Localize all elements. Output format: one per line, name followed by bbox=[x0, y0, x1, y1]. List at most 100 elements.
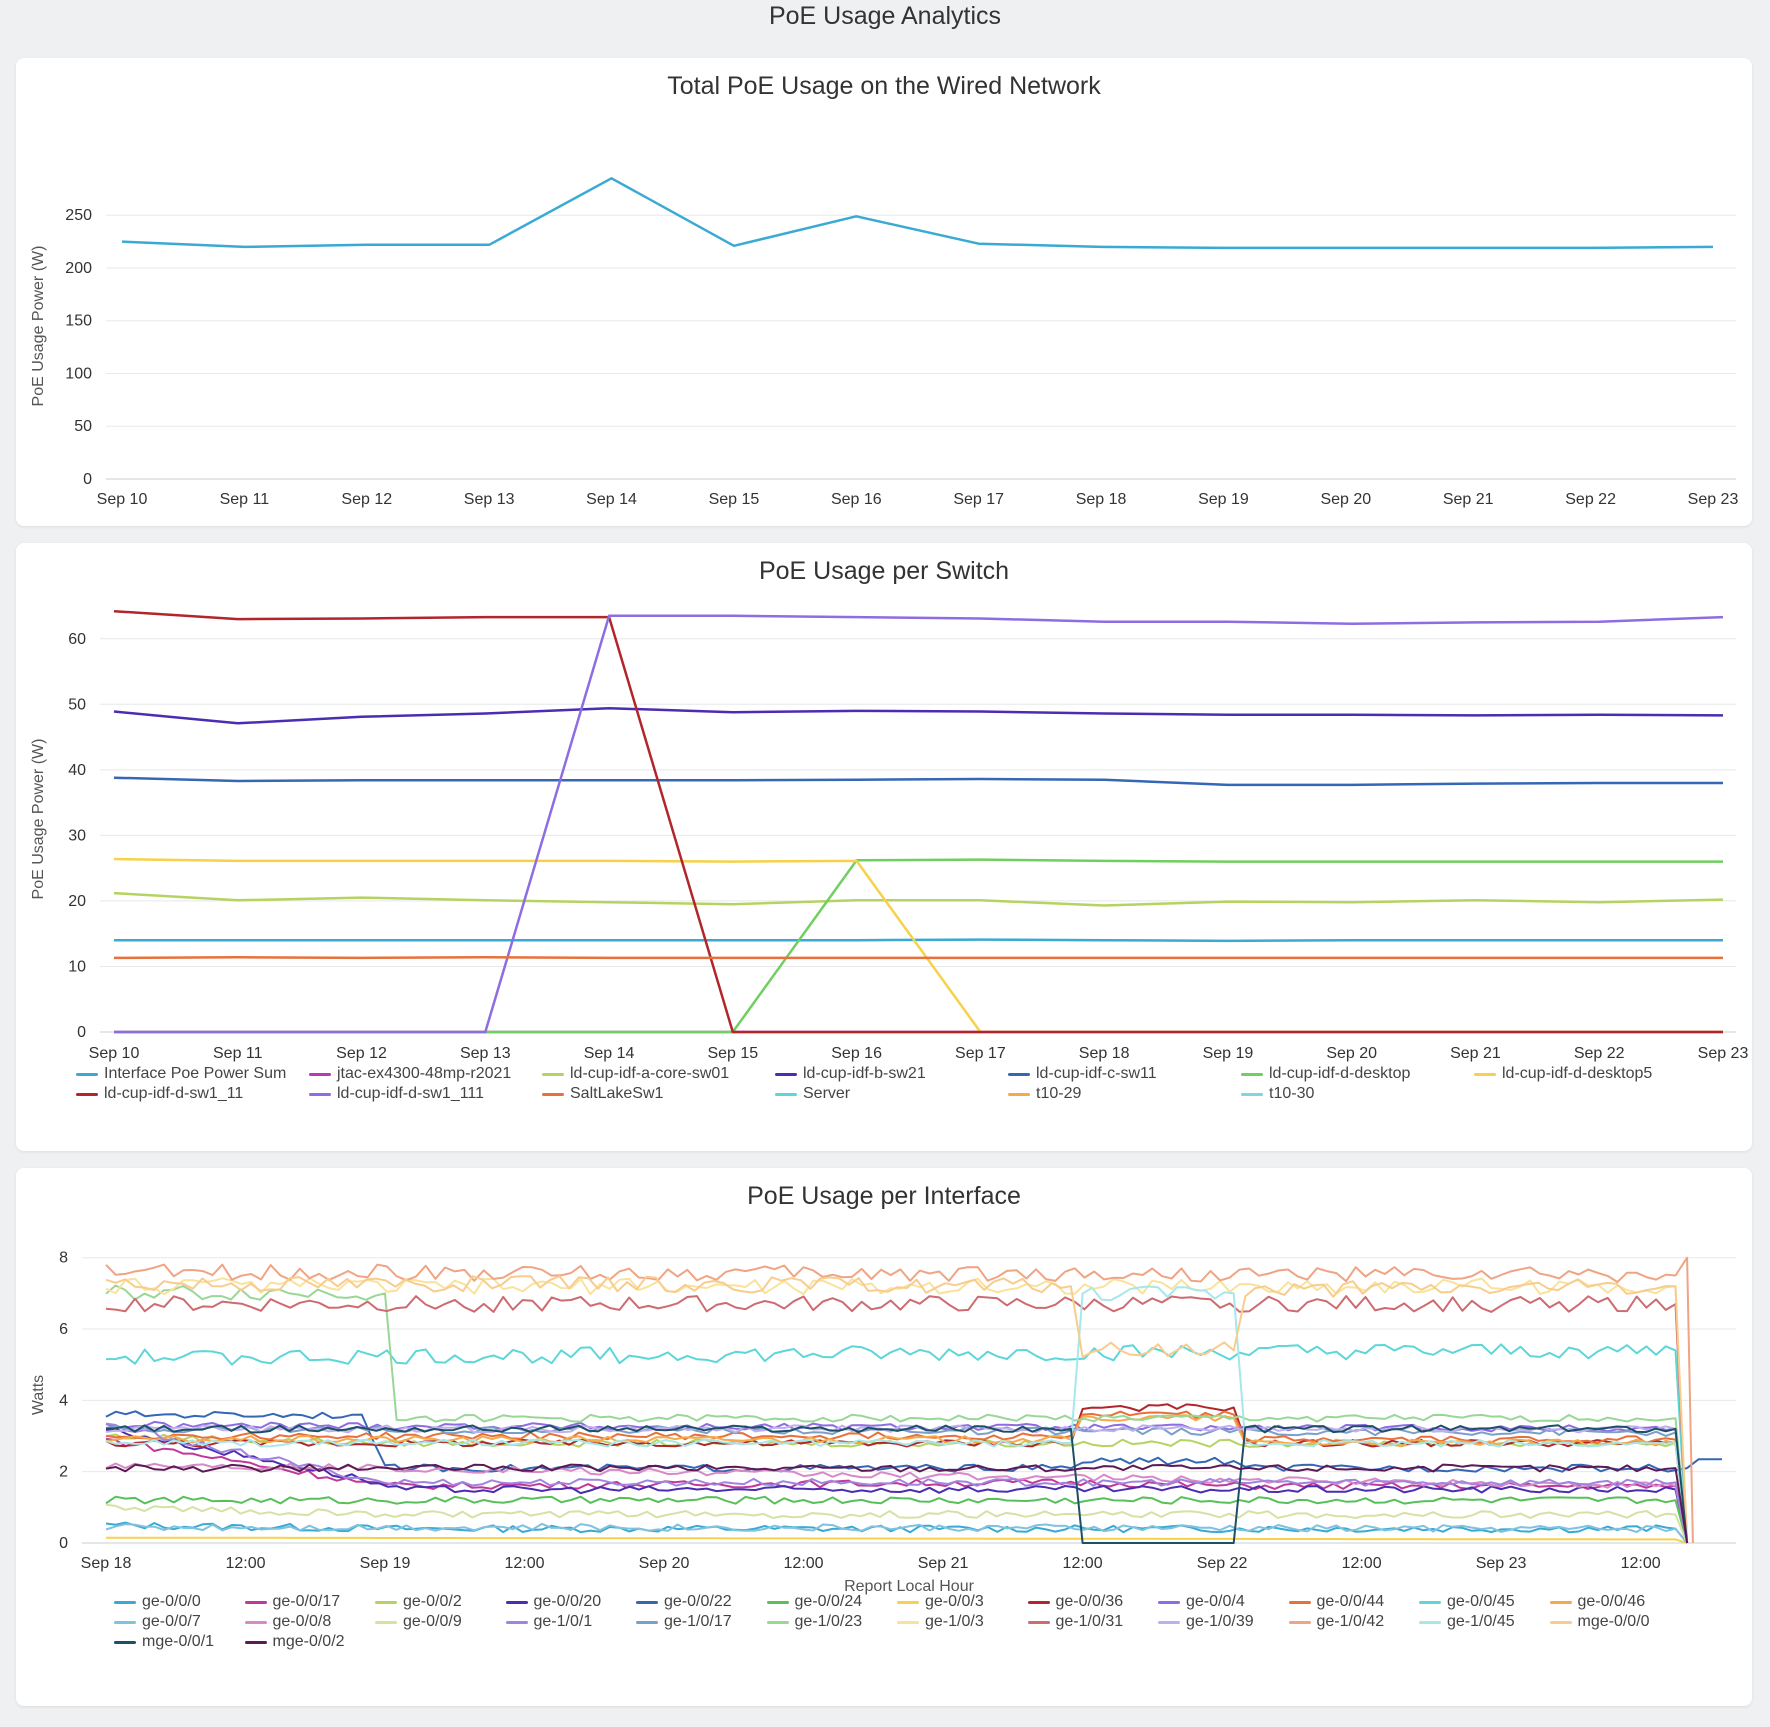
x-tick-label: Sep 23 bbox=[1688, 491, 1739, 508]
legend-label: ge-1/0/3 bbox=[925, 1613, 984, 1630]
legend-item[interactable]: ge-1/0/23 bbox=[766, 1612, 862, 1632]
legend-swatch bbox=[636, 1620, 658, 1624]
legend-swatch bbox=[1419, 1620, 1441, 1624]
y-tick-label: 250 bbox=[65, 207, 92, 224]
legend-item[interactable]: ge-1/0/1 bbox=[505, 1612, 593, 1632]
series-line-ge-0-0-22 bbox=[105, 1410, 1722, 1473]
x-tick-label: Sep 23 bbox=[1476, 1555, 1527, 1572]
series-line-ge-1-0-31 bbox=[105, 1295, 1689, 1544]
series-line-ge-0-0-20 bbox=[105, 1427, 1689, 1544]
switch-poe-title: PoE Usage per Switch bbox=[758, 557, 1010, 585]
x-tick-label: Sep 15 bbox=[707, 1045, 758, 1062]
legend-swatch bbox=[775, 1072, 797, 1076]
legend-item[interactable]: ge-1/0/17 bbox=[636, 1612, 732, 1632]
y-tick-label: 8 bbox=[59, 1250, 68, 1267]
x-tick-label: 12:00 bbox=[784, 1555, 824, 1572]
x-tick-label: Sep 13 bbox=[460, 1045, 511, 1062]
x-tick-label: Sep 19 bbox=[1203, 1045, 1254, 1062]
legend-item[interactable]: t10-30 bbox=[1241, 1084, 1314, 1104]
legend-item[interactable]: ge-1/0/42 bbox=[1288, 1612, 1385, 1632]
series-line-ge-1-0-23 bbox=[105, 1284, 1689, 1544]
x-tick-label: Sep 20 bbox=[1320, 491, 1371, 508]
legend-item[interactable]: ge-1/0/31 bbox=[1027, 1612, 1123, 1632]
series-line-mge-0-0-1 bbox=[105, 1424, 1689, 1544]
legend-item[interactable]: ge-0/0/44 bbox=[1288, 1592, 1384, 1612]
legend-label: ge-1/0/42 bbox=[1316, 1613, 1385, 1630]
legend-swatch bbox=[1549, 1600, 1572, 1604]
legend-label: ge-0/0/8 bbox=[272, 1613, 332, 1630]
x-tick-label: Sep 18 bbox=[81, 1555, 132, 1572]
legend-label: ge-0/0/9 bbox=[403, 1613, 462, 1630]
legend-item[interactable]: ge-0/0/0 bbox=[114, 1592, 201, 1612]
series-line-ge-0-0-8 bbox=[105, 1462, 1689, 1544]
legend-item[interactable]: ge-1/0/45 bbox=[1419, 1612, 1515, 1632]
legend-swatch bbox=[244, 1640, 267, 1644]
series-line-ld-cup-idf-a-core-sw01 bbox=[113, 891, 1724, 907]
legend-item[interactable]: ge-1/0/39 bbox=[1158, 1612, 1254, 1632]
legend-swatch bbox=[1008, 1072, 1030, 1076]
legend-item[interactable]: ld-cup-idf-d-sw1_11 bbox=[76, 1084, 243, 1104]
legend-item[interactable]: ge-0/0/9 bbox=[375, 1612, 462, 1632]
x-tick-label: Sep 21 bbox=[1450, 1045, 1501, 1062]
interface-poe-panel: PoE Usage per Interface 0 2 4 6 8 Watts Report… bbox=[16, 1168, 1752, 1706]
legend-item[interactable]: ge-0/0/45 bbox=[1419, 1592, 1515, 1612]
y-axis-label: Watts bbox=[30, 1375, 47, 1415]
legend-item[interactable]: ld-cup-idf-a-core-sw01 bbox=[542, 1064, 729, 1084]
legend-item[interactable]: ld-cup-idf-d-desktop bbox=[1241, 1064, 1410, 1084]
legend-label: mge-0/0/0 bbox=[1577, 1613, 1650, 1630]
legend-item[interactable]: ge-0/0/8 bbox=[244, 1612, 332, 1632]
legend-item[interactable]: ge-0/0/36 bbox=[1027, 1592, 1123, 1612]
x-tick-label: Sep 14 bbox=[586, 491, 637, 508]
legend-label: mge-0/0/2 bbox=[272, 1633, 345, 1650]
legend-item[interactable]: ge-0/0/24 bbox=[766, 1592, 862, 1612]
legend-item[interactable]: SaltLakeSw1 bbox=[542, 1084, 663, 1104]
legend-swatch bbox=[1549, 1620, 1572, 1624]
legend-item[interactable]: ld-cup-idf-d-desktop5 bbox=[1474, 1064, 1652, 1084]
legend-item[interactable]: ge-0/0/3 bbox=[897, 1592, 984, 1612]
legend-label: ld-cup-idf-d-desktop bbox=[1269, 1065, 1411, 1082]
legend-label: t10-30 bbox=[1269, 1085, 1315, 1102]
x-tick-label: Sep 15 bbox=[709, 491, 760, 508]
series-line-ld-cup-idf-d-desktop5 bbox=[113, 857, 1723, 1034]
legend-item[interactable]: mge-0/0/0 bbox=[1549, 1612, 1650, 1632]
y-tick-label: 50 bbox=[74, 418, 92, 435]
legend-item[interactable]: ge-0/0/2 bbox=[375, 1592, 462, 1612]
legend-item[interactable]: mge-0/0/1 bbox=[114, 1632, 214, 1652]
legend-item[interactable]: t10-29 bbox=[1008, 1084, 1081, 1104]
y-tick-label: 200 bbox=[65, 260, 92, 277]
legend-label: ld-cup-idf-b-sw21 bbox=[803, 1065, 926, 1082]
legend-label: ge-0/0/2 bbox=[403, 1593, 462, 1610]
series-line-ge-0-0-9 bbox=[105, 1503, 1689, 1544]
legend-swatch bbox=[244, 1600, 267, 1604]
legend-item[interactable]: ge-0/0/22 bbox=[636, 1592, 732, 1612]
x-tick-label: Sep 19 bbox=[1198, 491, 1249, 508]
legend-item[interactable]: Server bbox=[775, 1084, 850, 1104]
legend-swatch bbox=[1008, 1092, 1030, 1096]
y-axis-label: PoE Usage Power (W) bbox=[30, 739, 47, 900]
legend-swatch bbox=[114, 1620, 136, 1624]
legend-item[interactable]: ge-0/0/7 bbox=[114, 1612, 201, 1632]
series-line-ld-cup-idf-c-sw11 bbox=[113, 776, 1723, 787]
legend-label: ge-0/0/0 bbox=[142, 1593, 201, 1610]
legend-item[interactable]: ge-0/0/20 bbox=[505, 1592, 601, 1612]
legend-item[interactable]: ge-0/0/4 bbox=[1158, 1592, 1245, 1612]
legend-item[interactable]: jtac-ex4300-48mp-r2021 bbox=[309, 1064, 511, 1084]
legend-item[interactable]: ge-0/0/17 bbox=[244, 1592, 341, 1612]
x-tick-label: 12:00 bbox=[225, 1555, 265, 1572]
switch-poe-chart: 0 10 20 30 40 50 60 PoE Usage Power (W) Sep 10 Se… bbox=[30, 609, 1748, 1062]
legend-label: ge-0/0/17 bbox=[272, 1593, 341, 1610]
legend-item[interactable]: ld-cup-idf-b-sw21 bbox=[775, 1064, 926, 1084]
legend-label: ge-1/0/17 bbox=[664, 1613, 732, 1630]
legend-item[interactable]: mge-0/0/2 bbox=[244, 1632, 345, 1652]
series-line-mge-0-0-0 bbox=[105, 1275, 1689, 1544]
legend-item[interactable]: Interface Poe Power Sum bbox=[76, 1064, 286, 1084]
y-tick-label: 0 bbox=[77, 1024, 86, 1041]
series-line-ge-0-0-45 bbox=[105, 1343, 1689, 1544]
legend-item[interactable]: ld-cup-idf-c-sw11 bbox=[1008, 1064, 1157, 1084]
legend-item[interactable]: ld-cup-idf-d-sw1_111 bbox=[309, 1084, 484, 1104]
series-line-total bbox=[121, 177, 1714, 250]
x-tick-label: Sep 16 bbox=[831, 491, 882, 508]
legend-item[interactable]: ge-1/0/3 bbox=[897, 1612, 984, 1632]
legend-label: ge-1/0/1 bbox=[533, 1613, 593, 1630]
legend-item[interactable]: ge-0/0/46 bbox=[1549, 1592, 1645, 1612]
